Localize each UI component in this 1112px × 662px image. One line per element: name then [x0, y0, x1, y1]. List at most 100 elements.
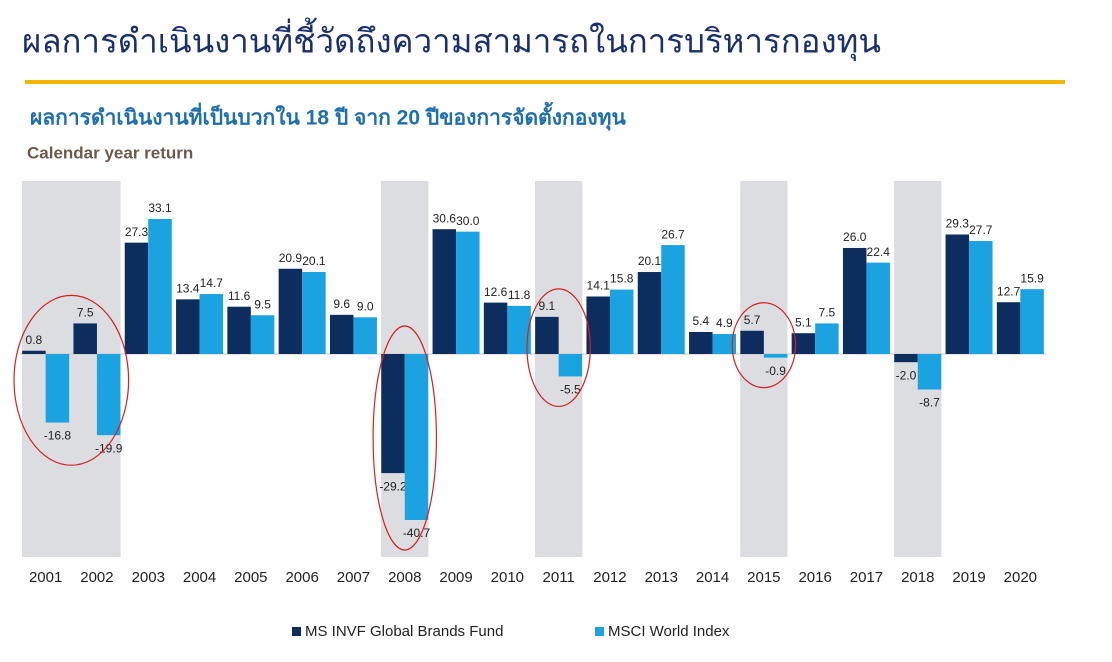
x-tick-label: 2007 [337, 569, 370, 586]
bar [969, 241, 993, 355]
value-label: 0.8 [26, 333, 43, 347]
bar [353, 317, 377, 355]
value-label: 30.0 [456, 214, 480, 228]
value-label: 7.5 [819, 306, 836, 320]
value-label: 15.8 [610, 272, 634, 286]
bar [637, 272, 662, 355]
bar [124, 242, 149, 355]
x-tick-label: 2012 [593, 569, 626, 586]
value-label: 9.0 [357, 299, 374, 313]
bar [791, 333, 816, 355]
bar [227, 306, 251, 355]
x-tick-label: 2018 [901, 569, 934, 586]
value-label: 5.1 [795, 315, 812, 329]
bar [176, 299, 200, 355]
bar [250, 315, 275, 355]
legend-swatch [292, 627, 301, 636]
value-label: -40.7 [403, 526, 431, 540]
value-label: 27.7 [969, 223, 993, 237]
bar [661, 245, 685, 355]
bar [945, 234, 970, 355]
value-label: 22.4 [867, 245, 891, 259]
value-label: 9.5 [254, 297, 271, 311]
bar [381, 354, 405, 474]
value-label: 20.9 [279, 251, 303, 265]
x-tick-label: 2008 [388, 569, 421, 586]
x-tick-label: 2020 [1004, 569, 1037, 586]
chart-subtitle: Calendar year return [27, 143, 193, 162]
legend-label: MSCI World Index [608, 623, 730, 640]
legend-swatch [595, 627, 604, 636]
bar [199, 294, 224, 355]
plot: 20010.8-16.820027.5-19.9200327.333.12004… [13, 201, 1046, 586]
chart-title: ผลการดำเนินงานที่เป็นบวกใน 18 ปี จาก 20 … [30, 102, 626, 132]
bar [1020, 289, 1044, 355]
value-label: -8.7 [919, 396, 940, 410]
value-label: 26.7 [661, 227, 685, 241]
value-label: 14.7 [200, 276, 224, 290]
bar [278, 268, 303, 355]
x-tick-label: 2002 [80, 569, 113, 586]
bar [842, 247, 867, 355]
bar [894, 354, 918, 363]
bar [329, 314, 354, 355]
value-label: -29.2 [379, 479, 407, 493]
bar [815, 323, 839, 355]
value-label: -2.0 [896, 368, 917, 382]
value-label: -5.5 [560, 383, 581, 397]
page-title: ผลการดำเนินงานที่ชี้วัดถึงความสามารถในกา… [22, 18, 881, 62]
value-label: 29.3 [946, 217, 970, 231]
bar [404, 354, 429, 520]
value-label: 30.6 [433, 211, 457, 225]
bar [148, 219, 172, 355]
bar [507, 305, 531, 355]
bar [586, 296, 610, 355]
highlight-band [740, 181, 788, 557]
bar [45, 354, 70, 423]
value-label: 7.5 [77, 306, 94, 320]
x-tick-label: 2003 [132, 569, 165, 586]
x-tick-label: 2004 [183, 569, 216, 586]
bar [917, 354, 942, 390]
bar [689, 331, 713, 355]
value-label: -16.8 [44, 429, 72, 443]
bar [302, 272, 326, 355]
callout-ellipse [372, 325, 438, 551]
callout-ellipse [526, 288, 591, 408]
value-label: 12.7 [997, 284, 1021, 298]
legend-label: MS INVF Global Brands Fund [305, 623, 503, 640]
x-tick-label: 2016 [798, 569, 831, 586]
value-label: 14.1 [587, 279, 611, 293]
x-tick-label: 2001 [29, 569, 62, 586]
x-tick-label: 2014 [696, 569, 729, 586]
value-label: 13.4 [176, 282, 200, 296]
value-label: 9.1 [539, 299, 556, 313]
bar [866, 262, 890, 355]
value-label: 20.1 [302, 254, 326, 268]
bar [996, 302, 1021, 355]
bar [73, 323, 97, 355]
bar [712, 334, 737, 355]
bar [22, 350, 46, 355]
x-tick-label: 2011 [543, 569, 575, 586]
x-tick-label: 2015 [747, 569, 780, 586]
value-label: 20.1 [638, 254, 662, 268]
value-label: 5.7 [744, 313, 761, 327]
bar [558, 354, 583, 377]
x-tick-label: 2017 [850, 569, 883, 586]
x-tick-label: 2006 [285, 569, 318, 586]
callout-ellipse [13, 294, 130, 466]
value-label: 33.1 [148, 201, 172, 215]
value-label: 26.0 [843, 230, 867, 244]
value-label: 11.6 [228, 289, 251, 303]
bar [483, 302, 508, 355]
bar [432, 229, 457, 355]
value-label: 5.4 [692, 314, 709, 328]
callout-ellipse [731, 302, 797, 389]
x-tick-label: 2005 [234, 569, 267, 586]
value-label: 4.9 [716, 316, 733, 330]
value-label: 15.9 [1020, 271, 1044, 285]
value-label: 27.3 [125, 225, 149, 239]
